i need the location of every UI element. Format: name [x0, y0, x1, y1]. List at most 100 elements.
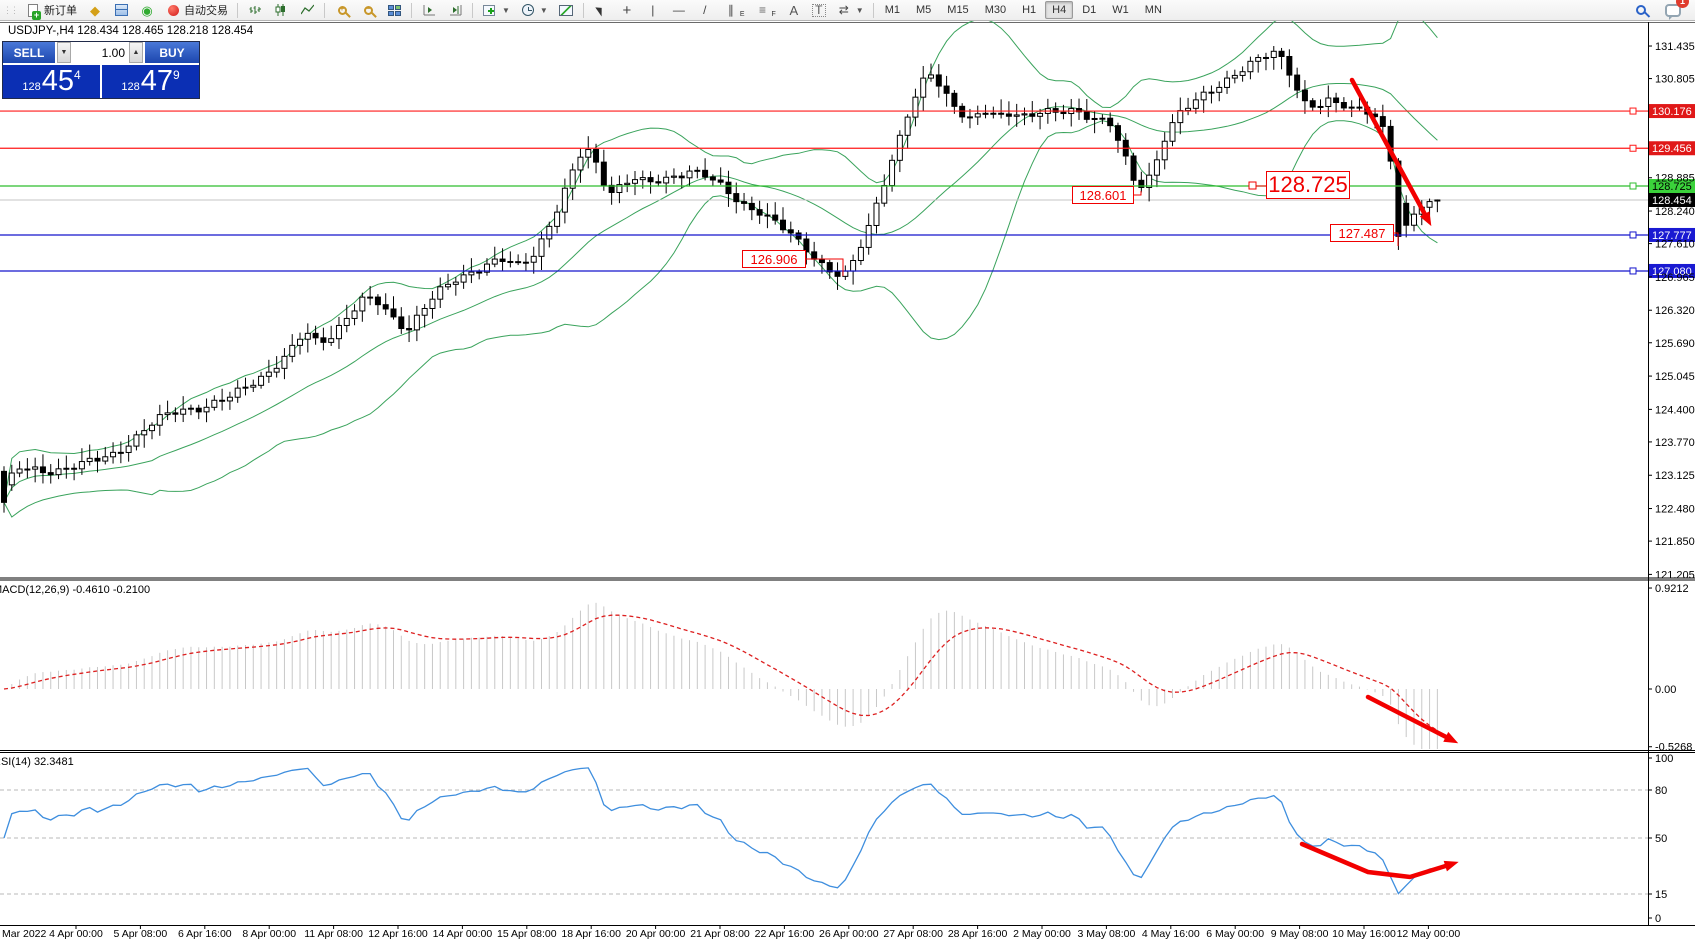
candle-body: [234, 387, 241, 398]
annotation-anchor-marker[interactable]: [1248, 181, 1257, 190]
toolbar-drag-handle[interactable]: ⋮⋮: [3, 4, 19, 15]
bar-chart-button[interactable]: [242, 1, 268, 20]
zoom-out-button[interactable]: −: [355, 1, 381, 20]
timeframe-mn-button[interactable]: MN: [1144, 4, 1162, 16]
level-1-tag: [1649, 141, 1695, 156]
cursor-button[interactable]: [588, 1, 614, 20]
price-axis-tick-label: 125.045: [1655, 371, 1695, 383]
line-chart-button[interactable]: [294, 1, 320, 20]
volume-input[interactable]: [71, 42, 129, 63]
candle-body: [149, 424, 156, 432]
chart-shift-button[interactable]: [416, 1, 442, 20]
timeframe-h4-button[interactable]: H4: [1045, 1, 1074, 19]
channel-button[interactable]: ∥ E: [718, 1, 750, 20]
candle-body: [499, 258, 506, 262]
crosshair-button[interactable]: +: [614, 1, 640, 20]
main-trend-arrow[interactable]: [1349, 77, 1431, 223]
candle-body: [912, 96, 919, 118]
price-annotation-label[interactable]: 128.725: [1266, 171, 1350, 199]
clock-icon: [520, 2, 536, 18]
level-line-anchor-marker[interactable]: [1629, 144, 1637, 152]
candle-body: [47, 472, 54, 476]
sell-price-display[interactable]: 128 45 4: [3, 65, 100, 98]
candle-body: [1208, 91, 1215, 94]
level-2-tag: [1649, 179, 1695, 193]
time-axis-label: 9 May 08:00: [1271, 928, 1329, 940]
signals-icon: ◉: [141, 2, 153, 18]
price-annotation-label[interactable]: 128.601: [1072, 186, 1134, 204]
level-4-tag-text: 127.080: [1652, 266, 1692, 278]
candle-body: [94, 457, 101, 462]
timeframe-m5-button[interactable]: M5: [916, 4, 932, 16]
rsi-trend-arrow[interactable]: [1299, 841, 1455, 880]
buy-price-figure: 128: [121, 81, 140, 93]
volume-increase-button[interactable]: ▲: [129, 42, 143, 63]
periods-button[interactable]: ▼: [515, 1, 553, 20]
new-order-icon: +: [25, 2, 41, 20]
level-line-anchor-marker[interactable]: [1629, 182, 1637, 190]
candle-body: [1037, 112, 1044, 117]
candle-body: [787, 229, 794, 234]
level-line-anchor-marker[interactable]: [1629, 267, 1637, 275]
candle-body: [1224, 77, 1231, 88]
notifications-button[interactable]: 1: [1665, 0, 1689, 20]
text-button[interactable]: A: [781, 1, 807, 20]
buy-button[interactable]: BUY: [145, 42, 199, 63]
candle-body: [1286, 55, 1293, 76]
autotrading-label: 自动交易: [184, 5, 228, 17]
arrows-tool-button[interactable]: ⇄ ▼: [831, 1, 869, 20]
candle-body: [195, 407, 202, 413]
level-3-tag: [1649, 227, 1695, 242]
market-watch-button[interactable]: [108, 1, 134, 20]
candle-body: [857, 246, 864, 262]
level-line-anchor-marker[interactable]: [1629, 107, 1637, 115]
candle-body: [63, 467, 70, 470]
timeframe-m15-button[interactable]: M15: [947, 4, 969, 16]
buy-price-display[interactable]: 128 47 9: [102, 65, 199, 98]
timeframe-m30-button[interactable]: M30: [984, 4, 1007, 16]
volume-decrease-button[interactable]: ▼: [57, 42, 71, 63]
timeframe-w1-button[interactable]: W1: [1112, 4, 1129, 16]
candle-body: [312, 332, 319, 339]
signals-button[interactable]: ◉: [134, 1, 160, 20]
sell-price-figure: 128: [22, 81, 41, 93]
candle-body: [460, 274, 467, 283]
annotation-connector: [806, 258, 844, 276]
timeframe-h1-button[interactable]: H1: [1022, 4, 1037, 16]
candle-body: [32, 466, 39, 470]
search-icon[interactable]: [1633, 2, 1649, 18]
auto-scroll-button[interactable]: [442, 1, 468, 20]
macd-trend-arrow[interactable]: [1365, 694, 1455, 743]
candlestick-chart-button[interactable]: [268, 1, 294, 20]
candle-body: [1153, 159, 1160, 176]
indicators-button[interactable]: ▼: [477, 1, 515, 20]
chat-bubble-icon: [1665, 3, 1681, 20]
fibonacci-button[interactable]: ≡ F: [750, 1, 781, 20]
price-annotation-label[interactable]: 126.906: [742, 250, 806, 268]
templates-button[interactable]: [553, 1, 579, 20]
deposit-button[interactable]: ◆: [82, 1, 108, 20]
candle-body: [164, 412, 171, 416]
candle-body: [608, 184, 615, 193]
timeframe-d1-button[interactable]: D1: [1082, 4, 1097, 16]
tile-windows-button[interactable]: [381, 1, 407, 20]
candle-body: [1099, 117, 1106, 120]
sell-price-point: 4: [73, 68, 81, 82]
candle-body: [476, 271, 483, 274]
candle-body: [803, 238, 810, 253]
timeframe-m1-button[interactable]: M1: [884, 4, 900, 16]
zoom-out-icon: −: [360, 2, 376, 18]
level-line-anchor-marker[interactable]: [1629, 231, 1637, 239]
new-order-button[interactable]: + 新订单: [20, 1, 82, 20]
zoom-in-button[interactable]: +: [329, 1, 355, 20]
candle-body: [374, 296, 381, 306]
horizontal-line-button[interactable]: —: [666, 1, 692, 20]
price-annotation-label[interactable]: 127.487: [1330, 224, 1394, 242]
autotrading-button[interactable]: 自动交易: [160, 1, 233, 20]
trendline-button[interactable]: /: [692, 1, 718, 20]
vertical-line-button[interactable]: |: [640, 1, 666, 20]
sell-button[interactable]: SELL: [3, 42, 55, 63]
candle-body: [780, 219, 786, 231]
text-label-button[interactable]: T: [807, 1, 831, 20]
